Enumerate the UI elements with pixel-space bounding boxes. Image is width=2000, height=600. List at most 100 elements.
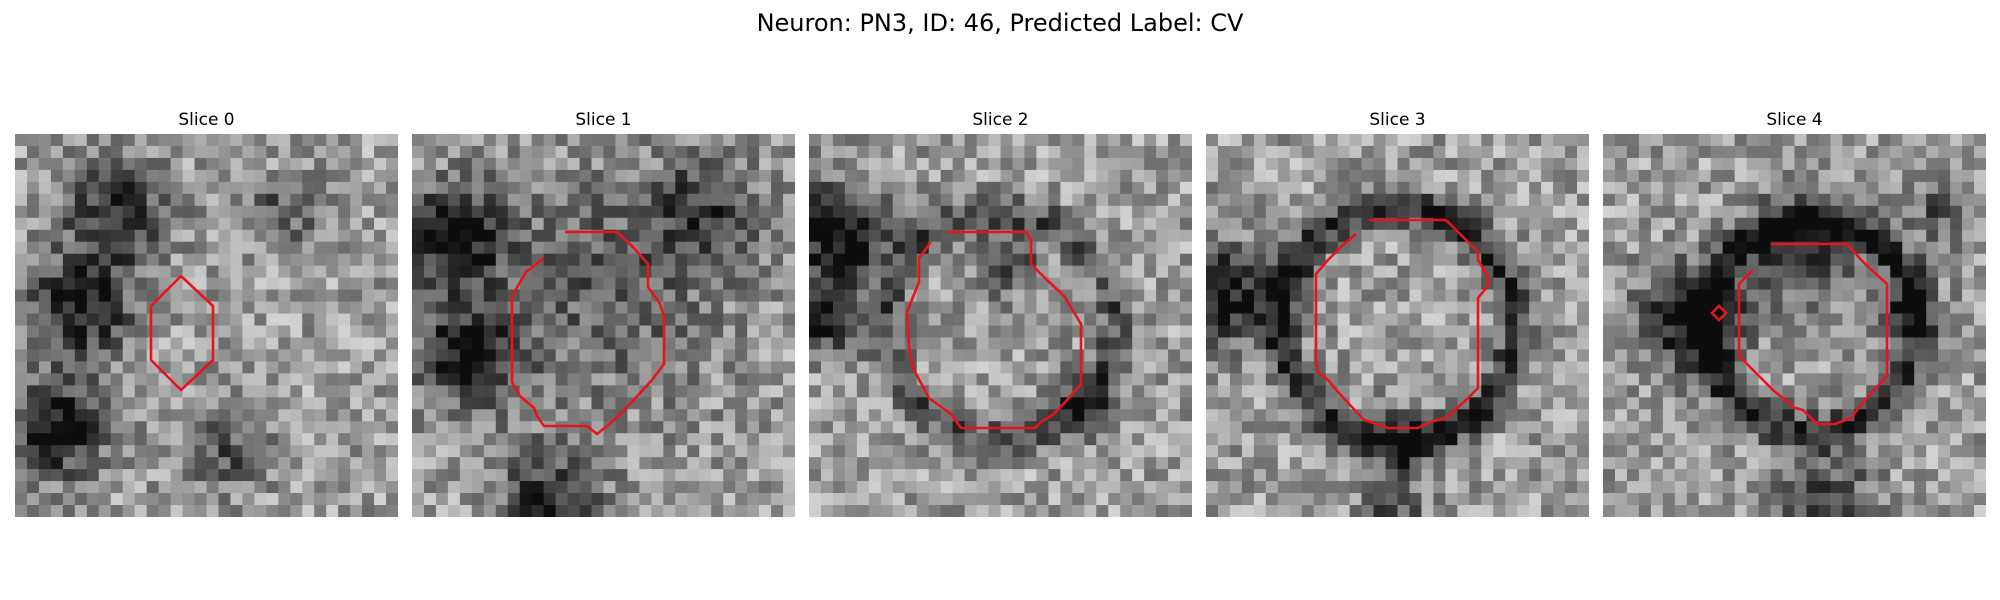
pixel — [964, 169, 978, 183]
pixel — [868, 445, 882, 458]
pixel — [1144, 505, 1157, 517]
pixel — [1132, 469, 1145, 482]
pixel — [1806, 253, 1820, 267]
pixel — [158, 229, 172, 243]
pixel — [1950, 169, 1963, 183]
pixel — [699, 457, 712, 470]
pixel — [603, 313, 617, 327]
pixel — [15, 385, 28, 398]
pixel — [74, 505, 88, 517]
pixel — [1217, 169, 1231, 183]
pixel — [783, 469, 795, 482]
pixel — [412, 169, 425, 183]
pixel — [916, 217, 930, 231]
pixel — [988, 241, 1002, 255]
pixel — [86, 433, 100, 446]
pixel — [350, 445, 363, 458]
pixel — [783, 229, 795, 243]
pixel — [759, 205, 772, 219]
pixel — [50, 421, 64, 434]
pixel — [1024, 277, 1038, 291]
pixel — [1782, 205, 1796, 219]
pixel — [1914, 289, 1927, 303]
pixel — [735, 457, 748, 470]
pixel — [1108, 241, 1121, 255]
pixel — [579, 157, 593, 171]
pixel — [1974, 217, 1986, 231]
pixel — [699, 337, 712, 351]
pixel — [483, 134, 497, 147]
pixel — [412, 421, 425, 434]
pixel — [134, 289, 148, 303]
pixel — [1890, 325, 1903, 339]
pixel — [711, 277, 724, 291]
pixel — [940, 157, 954, 171]
pixel — [350, 145, 363, 159]
pixel — [1349, 457, 1363, 470]
pixel — [1337, 145, 1351, 159]
pixel — [1710, 205, 1724, 219]
pixel — [1409, 505, 1423, 517]
pixel — [1096, 157, 1109, 171]
pixel — [242, 301, 255, 315]
pixel — [747, 433, 760, 446]
pixel — [338, 253, 351, 267]
pixel — [868, 253, 882, 267]
pixel — [1241, 301, 1255, 315]
pixel — [1529, 445, 1542, 458]
pixel — [1890, 445, 1903, 458]
pixel — [543, 373, 557, 386]
pixel — [856, 277, 870, 291]
pixel — [1156, 349, 1169, 363]
pixel — [266, 253, 279, 267]
pixel — [687, 181, 700, 195]
pixel — [74, 277, 88, 291]
pixel — [50, 409, 64, 422]
pixel — [1650, 301, 1664, 315]
pixel — [38, 325, 52, 339]
pixel — [314, 145, 327, 159]
pixel — [62, 337, 76, 351]
pixel — [1108, 181, 1121, 195]
pixel — [206, 253, 220, 267]
pixel — [1349, 445, 1363, 458]
pixel — [1962, 337, 1975, 351]
pixel — [1493, 169, 1506, 183]
pixel — [1541, 301, 1554, 315]
pixel — [1818, 145, 1832, 159]
pixel — [15, 193, 28, 207]
pixel — [976, 241, 990, 255]
pixel — [374, 325, 387, 339]
pixel — [880, 157, 894, 171]
pixel — [435, 145, 449, 159]
pixel — [1060, 397, 1073, 410]
pixel — [1144, 349, 1157, 363]
pixel — [1926, 337, 1939, 351]
pixel — [170, 229, 184, 243]
pixel — [1517, 253, 1530, 267]
pixel — [459, 397, 473, 410]
pixel — [314, 217, 327, 231]
pixel — [1108, 457, 1121, 470]
pixel — [170, 433, 184, 446]
pixel — [1168, 157, 1181, 171]
pixel — [1626, 397, 1640, 410]
pixel — [1229, 169, 1243, 183]
pixel — [1854, 361, 1867, 374]
pixel — [1806, 301, 1820, 315]
pixel — [1553, 397, 1566, 410]
pixel — [146, 433, 160, 446]
pixel — [1674, 205, 1688, 219]
pixel — [1878, 397, 1891, 410]
pixel — [386, 421, 398, 434]
pixel — [1746, 433, 1760, 446]
pixel — [1866, 301, 1879, 315]
pixel — [1818, 325, 1832, 339]
pixel — [302, 445, 315, 458]
pixel — [1433, 145, 1446, 159]
pixel — [747, 169, 760, 183]
pixel — [1373, 289, 1387, 303]
pixel — [74, 433, 88, 446]
pixel — [952, 373, 966, 386]
pixel — [1794, 349, 1808, 363]
